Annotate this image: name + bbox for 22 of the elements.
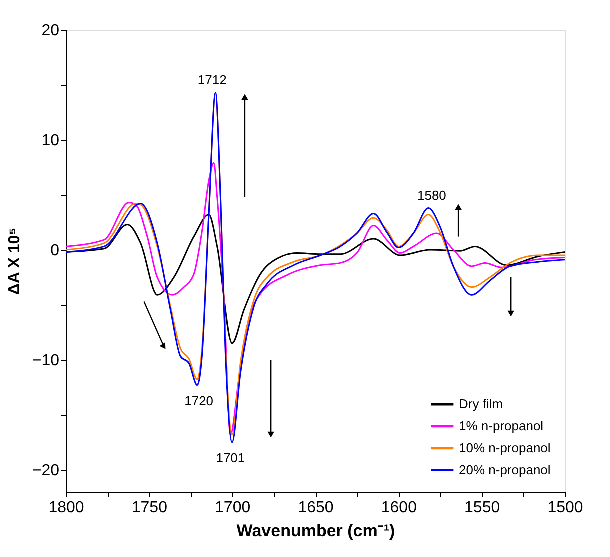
- x-tick-label: 1800: [48, 500, 84, 516]
- x-tick-label: 1750: [132, 500, 168, 516]
- legend-label: 10% n-propanol: [459, 440, 551, 456]
- y-axis-title: ΔA X 10⁵: [6, 228, 24, 296]
- y-tick-label: −10: [32, 352, 60, 370]
- x-axis-title: Wavenumber (cm⁻¹): [236, 522, 396, 540]
- annotation: 1580: [417, 188, 446, 204]
- legend-label: 1% n-propanol: [459, 418, 544, 434]
- y-tick-label: −20: [32, 462, 60, 480]
- x-tick-label: 1650: [298, 500, 334, 516]
- y-tick-label: 10: [42, 132, 60, 150]
- annotation: 1720: [184, 393, 214, 408]
- annotation: 1701: [216, 450, 246, 466]
- y-tick-label: 20: [42, 22, 60, 40]
- x-tick-label: 1600: [381, 500, 418, 516]
- x-tick-label: 1550: [464, 500, 500, 516]
- legend-label: Dry film: [459, 396, 504, 412]
- x-tick-label: 1500: [548, 500, 584, 516]
- annotation: 1712: [198, 72, 227, 88]
- y-tick-label: 0: [50, 242, 60, 260]
- legend-label: 20% n-propanol: [459, 462, 551, 478]
- x-tick-label: 1700: [215, 500, 251, 516]
